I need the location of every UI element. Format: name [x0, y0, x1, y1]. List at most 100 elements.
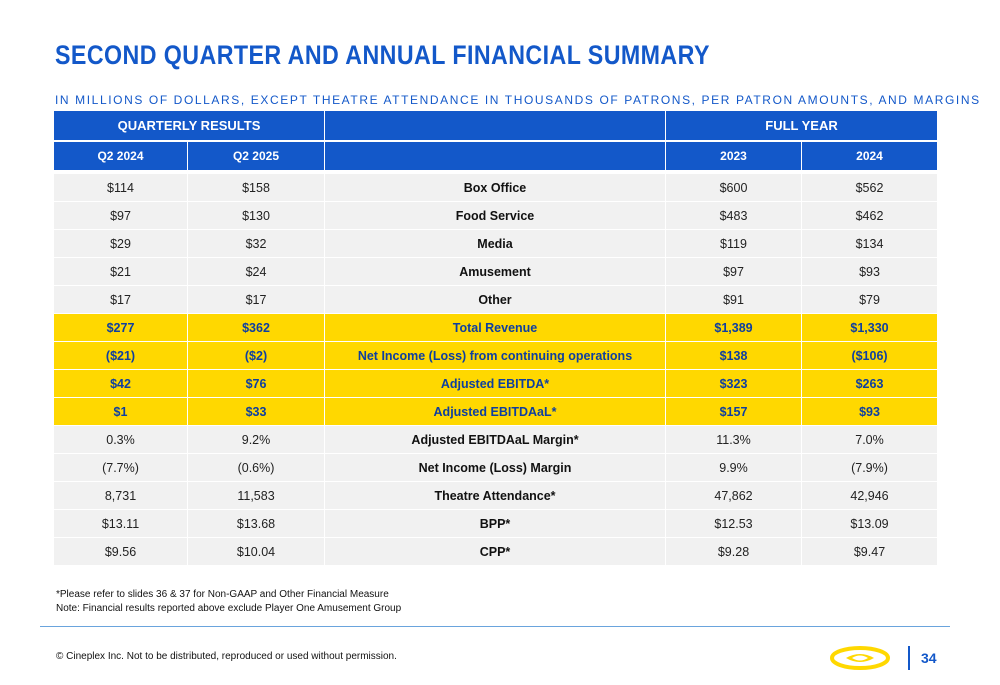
cell-q2-2025: $76: [188, 370, 325, 398]
row-label: Theatre Attendance*: [325, 482, 666, 510]
cell-q2-2025: $32: [188, 230, 325, 258]
cell-fy2023: $97: [666, 258, 802, 286]
page-title: SECOND QUARTER AND ANNUAL FINANCIAL SUMM…: [55, 40, 710, 70]
col-header-q2-2025: Q2 2025: [188, 142, 325, 174]
cell-q2-2024: $97: [54, 202, 188, 230]
row-label: Media: [325, 230, 666, 258]
footnote-non-gaap: *Please refer to slides 36 & 37 for Non-…: [56, 589, 389, 600]
table-row: $21 $24 Amusement $97 $93: [54, 258, 939, 286]
col-header-q2-2024: Q2 2024: [54, 142, 188, 174]
cell-fy2024: $134: [802, 230, 939, 258]
cell-q2-2024: $29: [54, 230, 188, 258]
cell-q2-2025: $13.68: [188, 510, 325, 538]
cell-fy2023: $91: [666, 286, 802, 314]
cell-q2-2025: $10.04: [188, 538, 325, 566]
cell-q2-2025: $24: [188, 258, 325, 286]
financial-summary-table: QUARTERLY RESULTS FULL YEAR Q2 2024 Q2 2…: [54, 111, 939, 566]
cell-fy2024: 42,946: [802, 482, 939, 510]
table-row: ($21) ($2) Net Income (Loss) from continui…: [54, 342, 939, 370]
cell-fy2023: $483: [666, 202, 802, 230]
row-label: Amusement: [325, 258, 666, 286]
row-label: BPP*: [325, 510, 666, 538]
cell-q2-2024: $13.11: [54, 510, 188, 538]
cell-fy2023: 11.3%: [666, 426, 802, 454]
column-header-row: Q2 2024 Q2 2025 2023 2024: [54, 142, 939, 174]
cell-fy2023: 47,862: [666, 482, 802, 510]
table-row: $42 $76 Adjusted EBITDA* $323 $263: [54, 370, 939, 398]
table-row: 8,731 11,583 Theatre Attendance* 47,862 42,9…: [54, 482, 939, 510]
table-row: $277 $362 Total Revenue $1,389 $1,330: [54, 314, 939, 342]
cell-q2-2024: ($21): [54, 342, 188, 370]
cell-q2-2024: $21: [54, 258, 188, 286]
cell-q2-2025: 11,583: [188, 482, 325, 510]
row-label: Adjusted EBITDA*: [325, 370, 666, 398]
footer-divider: [40, 626, 950, 627]
cell-q2-2024: $42: [54, 370, 188, 398]
cell-q2-2024: (7.7%): [54, 454, 188, 482]
cell-fy2024: $9.47: [802, 538, 939, 566]
row-label: CPP*: [325, 538, 666, 566]
row-label: Other: [325, 286, 666, 314]
cell-fy2023: $12.53: [666, 510, 802, 538]
cell-fy2024: $462: [802, 202, 939, 230]
col-header-label: [325, 142, 666, 174]
footnotes: *Please refer to slides 36 & 37 for Non-…: [56, 588, 401, 616]
group-header-row: QUARTERLY RESULTS FULL YEAR: [54, 111, 939, 142]
cell-q2-2025: 9.2%: [188, 426, 325, 454]
table-row: $1 $33 Adjusted EBITDAaL* $157 $93: [54, 398, 939, 426]
copyright-text: © Cineplex Inc. Not to be distributed, r…: [56, 651, 397, 662]
cell-fy2024: $562: [802, 174, 939, 202]
cell-q2-2024: $17: [54, 286, 188, 314]
col-header-2023: 2023: [666, 142, 802, 174]
cell-q2-2024: $277: [54, 314, 188, 342]
footnote-exclusion: Note: Financial results reported above e…: [56, 603, 402, 614]
cell-fy2023: $138: [666, 342, 802, 370]
table-row: $13.11 $13.68 BPP* $12.53 $13.09: [54, 510, 939, 538]
cell-fy2023: $157: [666, 398, 802, 426]
cell-q2-2025: $158: [188, 174, 325, 202]
cell-fy2023: $1,389: [666, 314, 802, 342]
cell-q2-2024: $114: [54, 174, 188, 202]
cell-fy2024: $93: [802, 258, 939, 286]
row-label: Net Income (Loss) Margin: [325, 454, 666, 482]
full-year-header: FULL YEAR: [666, 111, 939, 142]
cell-fy2023: $119: [666, 230, 802, 258]
page-subtitle: IN MILLIONS OF DOLLARS, EXCEPT THEATRE A…: [55, 93, 981, 107]
cell-q2-2025: $17: [188, 286, 325, 314]
cell-fy2023: $323: [666, 370, 802, 398]
cell-fy2024: $93: [802, 398, 939, 426]
table-row: $97 $130 Food Service $483 $462: [54, 202, 939, 230]
footer-separator: [908, 646, 910, 670]
cell-q2-2024: 8,731: [54, 482, 188, 510]
cell-q2-2025: (0.6%): [188, 454, 325, 482]
cell-fy2023: $9.28: [666, 538, 802, 566]
quarterly-results-header: QUARTERLY RESULTS: [54, 111, 325, 142]
table-row: $29 $32 Media $119 $134: [54, 230, 939, 258]
cineplex-logo-icon: [830, 646, 890, 670]
row-label: Food Service: [325, 202, 666, 230]
cell-fy2024: 7.0%: [802, 426, 939, 454]
row-label: Total Revenue: [325, 314, 666, 342]
table-row: $17 $17 Other $91 $79: [54, 286, 939, 314]
cell-fy2024: $13.09: [802, 510, 939, 538]
cell-q2-2024: $1: [54, 398, 188, 426]
table-row: 0.3% 9.2% Adjusted EBITDAaL Margin* 11.3% 7.…: [54, 426, 939, 454]
cell-fy2024: (7.9%): [802, 454, 939, 482]
cell-q2-2024: 0.3%: [54, 426, 188, 454]
middle-group-header: [325, 111, 666, 142]
cell-fy2024: $79: [802, 286, 939, 314]
page-number: 34: [921, 650, 937, 666]
table-row: $9.56 $10.04 CPP* $9.28 $9.47: [54, 538, 939, 566]
cell-fy2024: $263: [802, 370, 939, 398]
col-header-2024: 2024: [802, 142, 939, 174]
cell-fy2024: ($106): [802, 342, 939, 370]
cell-fy2024: $1,330: [802, 314, 939, 342]
cell-q2-2025: $33: [188, 398, 325, 426]
cell-q2-2024: $9.56: [54, 538, 188, 566]
row-label: Net Income (Loss) from continuing operat…: [325, 342, 666, 370]
table-row: (7.7%) (0.6%) Net Income (Loss) Margin 9.9%…: [54, 454, 939, 482]
cell-fy2023: $600: [666, 174, 802, 202]
cell-q2-2025: $362: [188, 314, 325, 342]
row-label: Adjusted EBITDAaL*: [325, 398, 666, 426]
cell-fy2023: 9.9%: [666, 454, 802, 482]
